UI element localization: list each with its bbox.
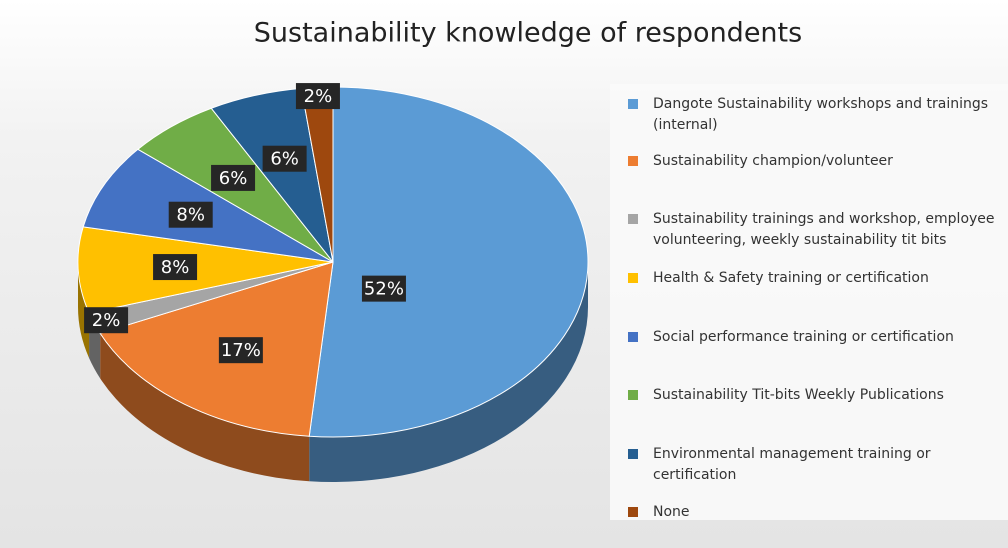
data-label-box xyxy=(361,275,406,302)
legend-item: None xyxy=(628,502,1008,523)
data-label-box xyxy=(218,337,263,364)
legend-swatch xyxy=(628,273,638,283)
data-label-text: 2% xyxy=(304,86,333,107)
slice-side xyxy=(309,262,588,483)
legend-swatch xyxy=(628,507,638,517)
legend-item: Sustainability trainings and workshop, e… xyxy=(628,209,1008,251)
legend-swatch xyxy=(628,214,638,224)
legend-item: Environmental management training or cer… xyxy=(628,444,1008,486)
legend-item: Sustainability Tit-bits Weekly Publicati… xyxy=(628,385,1008,406)
data-label-text: 2% xyxy=(92,310,121,331)
data-label: 8% xyxy=(168,201,213,228)
legend-item: Sustainability champion/volunteer xyxy=(628,151,1008,172)
legend-swatch xyxy=(628,156,638,166)
data-label-text: 8% xyxy=(161,257,190,278)
data-label: 2% xyxy=(84,307,129,334)
slice xyxy=(308,86,589,438)
legend-item: Health & Safety training or certificatio… xyxy=(628,268,1008,289)
chart-title: Sustainability knowledge of respondents xyxy=(254,18,802,49)
legend-item: Social performance training or certifica… xyxy=(628,327,1008,348)
legend-label: Sustainability Tit-bits Weekly Publicati… xyxy=(653,387,944,403)
data-label: 8% xyxy=(153,254,198,281)
data-label-box xyxy=(295,83,340,110)
data-label-box xyxy=(153,254,198,281)
slice-side xyxy=(78,262,90,358)
legend-label: Dangote Sustainability workshops and tra… xyxy=(653,96,989,133)
slice-side xyxy=(100,333,310,482)
data-label: 2% xyxy=(295,83,340,110)
data-label-text: 6% xyxy=(219,168,248,189)
data-label-text: 17% xyxy=(221,340,261,361)
legend-label: None xyxy=(653,504,690,520)
legend-label: Sustainability champion/volunteer xyxy=(653,153,893,169)
data-label-box xyxy=(211,164,256,191)
data-label-text: 8% xyxy=(176,205,205,226)
legend-label: Health & Safety training or certificatio… xyxy=(653,270,929,286)
legend-swatch xyxy=(628,449,638,459)
data-label-box xyxy=(84,307,129,334)
legend-swatch xyxy=(628,332,638,342)
legend-label: Social performance training or certifica… xyxy=(653,329,954,345)
legend-label: Sustainability trainings and workshop, e… xyxy=(653,211,995,248)
legend-item: Dangote Sustainability workshops and tra… xyxy=(628,94,1008,136)
legend-label: Environmental management training or cer… xyxy=(653,446,931,483)
data-label: 6% xyxy=(211,164,256,191)
data-label-box xyxy=(262,145,307,172)
data-label: 17% xyxy=(218,337,263,364)
data-label-box xyxy=(168,201,213,228)
data-label: 52% xyxy=(361,275,406,302)
legend-swatch xyxy=(628,390,638,400)
data-label: 6% xyxy=(262,145,307,172)
legend: Dangote Sustainability workshops and tra… xyxy=(610,84,1008,520)
data-label-text: 6% xyxy=(270,149,299,170)
data-label-text: 52% xyxy=(364,279,404,300)
slice xyxy=(99,261,334,437)
legend-swatch xyxy=(628,99,638,109)
